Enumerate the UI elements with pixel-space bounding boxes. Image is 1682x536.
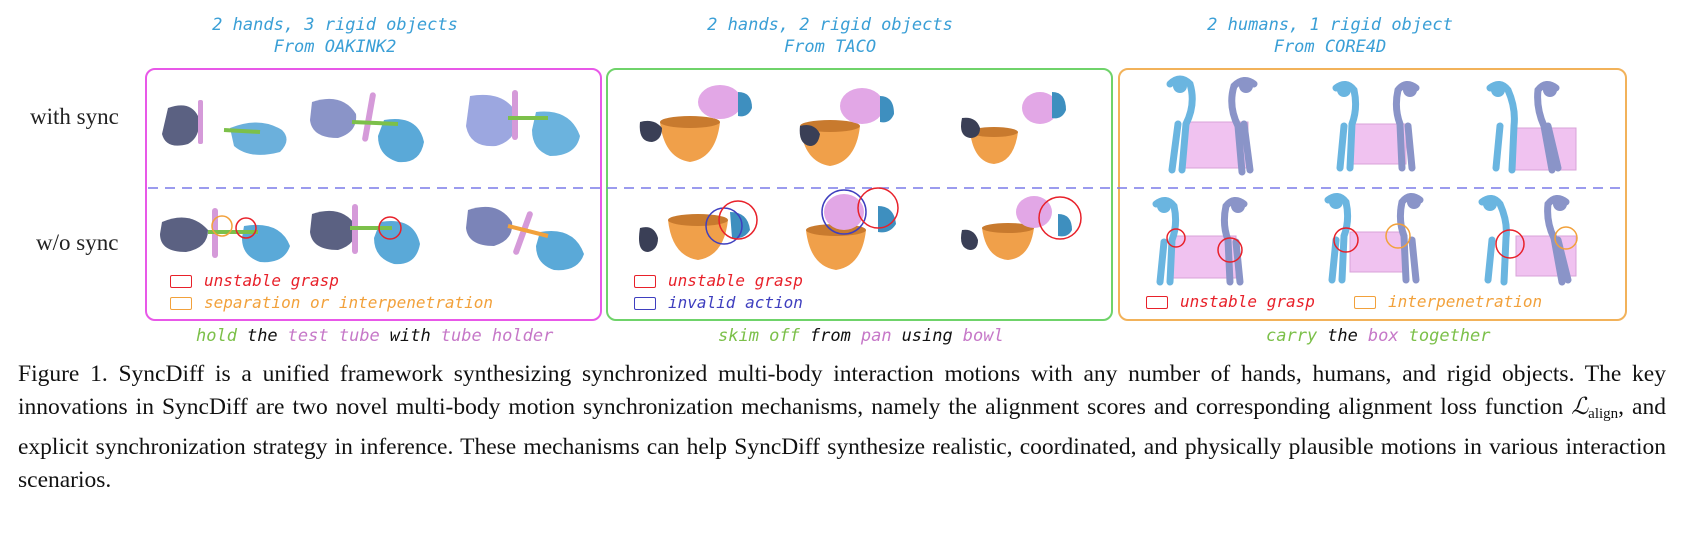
caption-word: the <box>246 326 278 346</box>
legend-swatch <box>170 296 192 310</box>
figure-caption-part2: , and explicit synchronization strategy … <box>18 394 1666 493</box>
header-taco: 2 hands, 2 rigid objects From TACO <box>665 14 995 58</box>
taco-nosync-frame-1 <box>639 200 758 260</box>
loss-symbol-subscript: align <box>1588 406 1619 422</box>
loss-symbol-main: ℒ <box>1571 394 1589 420</box>
caption-word: tube holder <box>440 326 554 346</box>
header-core4d-line1: 2 humans, 1 rigid object <box>1207 15 1453 35</box>
panel-taco <box>606 68 1113 321</box>
legend-swatch <box>1146 295 1168 309</box>
caption-word: pan <box>860 326 892 346</box>
core4d-nosync-frame-1 <box>1152 197 1248 286</box>
taco-sync-frame-1 <box>639 85 752 162</box>
legend-swatch <box>634 274 656 288</box>
legend-label: separation or interpenetration <box>204 293 493 312</box>
legend-item: unstable grasp <box>170 271 339 291</box>
core4d-sync-frame-3 <box>1486 81 1577 174</box>
header-core4d-line2: From CORE4D <box>1273 37 1387 57</box>
taco-sync-frame-3 <box>961 92 1066 164</box>
header-core4d: 2 humans, 1 rigid object From CORE4D <box>1165 14 1495 58</box>
caption-word: together <box>1408 326 1491 346</box>
core4d-nosync-frame-2 <box>1324 193 1424 284</box>
oakink2-nosync-frame-2 <box>310 204 420 265</box>
taco-nosync-frame-3 <box>961 196 1082 260</box>
caption-word: carry <box>1266 326 1318 346</box>
header-oakink2: 2 hands, 3 rigid objects From OAKINK2 <box>170 14 500 58</box>
row-label-with-sync: with sync <box>30 104 119 129</box>
row-label-without-sync: w/o sync <box>36 230 119 255</box>
header-oakink2-line1: 2 hands, 3 rigid objects <box>212 15 458 35</box>
legend-swatch <box>634 296 656 310</box>
figure-caption: Figure 1. SyncDiff is a unified framewor… <box>18 358 1666 497</box>
caption-word: skim off <box>718 326 800 346</box>
caption-word: the <box>1327 326 1358 346</box>
caption-word: box <box>1367 326 1399 346</box>
caption-word: with <box>389 326 431 346</box>
legend-item: separation or interpenetration <box>170 293 493 313</box>
header-oakink2-line2: From OAKINK2 <box>273 37 397 57</box>
legend-swatch <box>1354 295 1376 309</box>
legend-label: invalid action <box>668 293 803 312</box>
legend-swatch <box>170 274 192 288</box>
header-taco-line1: 2 hands, 2 rigid objects <box>707 15 953 35</box>
panel-caption-taco: skim off from pan using bowl <box>718 326 1004 346</box>
taco-sync-frame-2 <box>799 88 894 166</box>
panel-oakink2 <box>145 68 602 321</box>
legend-item: invalid action <box>634 293 803 313</box>
caption-word: using <box>901 326 953 346</box>
legend-item: unstable grasp <box>1146 292 1315 312</box>
oakink2-nosync-frame-1 <box>160 208 290 263</box>
core4d-sync-frame-1 <box>1166 75 1258 176</box>
legend-label: interpenetration <box>1388 292 1543 311</box>
oakink2-nosync-frame-3 <box>466 206 584 271</box>
oakink2-sync-frame-1 <box>162 100 287 155</box>
header-taco-line2: From TACO <box>783 37 877 57</box>
core4d-sync-frame-2 <box>1332 81 1420 172</box>
panel-caption-oakink2: hold the test tube with tube holder <box>196 326 553 346</box>
oakink2-sync-frame-2 <box>310 92 424 163</box>
taco-nosync-frame-2 <box>806 187 899 270</box>
panel-core4d <box>1118 68 1627 321</box>
caption-word: test tube <box>287 326 380 346</box>
core4d-nosync-frame-3 <box>1478 195 1578 286</box>
legend-label: unstable grasp <box>668 271 803 290</box>
caption-word: bowl <box>962 326 1004 346</box>
legend-label: unstable grasp <box>204 271 339 290</box>
panel-caption-core4d: carry the box together <box>1266 326 1491 346</box>
figure-caption-part1: Figure 1. SyncDiff is a unified framewor… <box>18 361 1666 420</box>
legend-label: unstable grasp <box>1180 292 1315 311</box>
loss-symbol: ℒalign <box>1571 394 1619 422</box>
legend-item: interpenetration <box>1354 292 1542 312</box>
caption-word: hold <box>196 326 237 346</box>
caption-word: from <box>809 326 851 346</box>
legend-item: unstable grasp <box>634 271 803 291</box>
oakink2-sync-frame-3 <box>466 90 580 156</box>
